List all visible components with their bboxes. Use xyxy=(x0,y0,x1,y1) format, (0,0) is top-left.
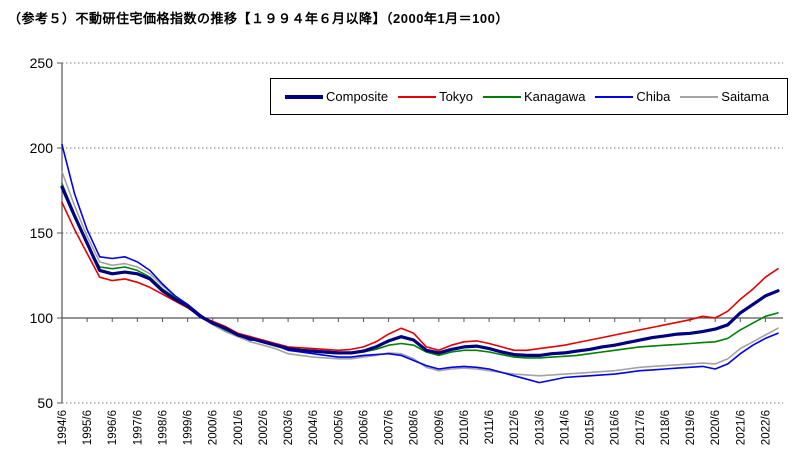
x-tick-label-2001/6: 2001/6 xyxy=(233,410,245,445)
x-tick-label-2008/6: 2008/6 xyxy=(409,410,421,445)
legend-line-tokyo-icon xyxy=(398,95,437,98)
x-tick-label-2004/6: 2004/6 xyxy=(308,410,320,445)
y-tick-label-50: 50 xyxy=(37,395,53,411)
x-tick-label-2014/6: 2014/6 xyxy=(559,410,571,445)
legend-item-saitama: Saitama xyxy=(680,89,769,104)
x-tick-label-2003/6: 2003/6 xyxy=(283,410,295,445)
legend-item-chiba: Chiba xyxy=(595,89,670,104)
legend-item-composite: Composite xyxy=(285,89,388,104)
y-tick-label-150: 150 xyxy=(30,225,54,241)
x-tick-label-2018/6: 2018/6 xyxy=(660,410,672,445)
chart-title: （参考５）不動研住宅価格指数の推移【１９９４年６月以降】（2000年1月＝100… xyxy=(8,11,509,26)
x-tick-label-2010/6: 2010/6 xyxy=(459,410,471,445)
x-tick-label-1995/6: 1995/6 xyxy=(82,410,94,445)
x-tick-label-2020/6: 2020/6 xyxy=(710,410,722,445)
y-tick-label-200: 200 xyxy=(30,140,54,156)
legend-line-composite-icon xyxy=(285,94,323,99)
x-tick-label-2013/6: 2013/6 xyxy=(534,410,546,445)
x-tick-label-2022/6: 2022/6 xyxy=(760,410,772,445)
x-tick-label-1999/6: 1999/6 xyxy=(183,410,195,445)
x-tick-label-1998/6: 1998/6 xyxy=(157,410,169,445)
x-tick-label-1997/6: 1997/6 xyxy=(132,410,144,445)
legend-line-kanagawa-icon xyxy=(482,95,521,98)
legend-item-tokyo: Tokyo xyxy=(398,89,473,104)
x-tick-label-2015/6: 2015/6 xyxy=(585,410,597,445)
x-tick-label-1996/6: 1996/6 xyxy=(107,410,119,445)
x-tick-label-2000/6: 2000/6 xyxy=(208,410,220,445)
x-tick-label-2007/6: 2007/6 xyxy=(384,410,396,445)
legend-label-chiba: Chiba xyxy=(636,89,671,104)
series-line-tokyo xyxy=(61,201,779,352)
series-line-composite xyxy=(60,185,780,357)
x-tick-label-2009/6: 2009/6 xyxy=(434,410,446,445)
x-tick-label-2011/6: 2011/6 xyxy=(484,410,496,444)
legend-line-saitama-icon xyxy=(680,95,719,98)
series-line-kanagawa xyxy=(61,182,779,359)
legend-label-tokyo: Tokyo xyxy=(439,89,474,104)
x-tick-label-1994/6: 1994/6 xyxy=(57,410,69,445)
legend-line-chiba-icon xyxy=(595,95,634,98)
legend-label-kanagawa: Kanagawa xyxy=(523,89,586,104)
y-tick-label-100: 100 xyxy=(30,310,54,326)
y-tick-label-250: 250 xyxy=(30,55,54,71)
legend: Composite Tokyo Kanagawa Chiba Saitama xyxy=(270,78,788,115)
x-tick-label-2006/6: 2006/6 xyxy=(358,410,370,445)
x-tick-label-2017/6: 2017/6 xyxy=(635,410,647,445)
x-tick-label-2002/6: 2002/6 xyxy=(258,410,270,445)
x-tick-label-2016/6: 2016/6 xyxy=(610,410,622,445)
x-tick-label-2005/6: 2005/6 xyxy=(333,410,345,445)
legend-label-saitama: Saitama xyxy=(721,89,769,104)
legend-item-kanagawa: Kanagawa xyxy=(482,89,586,104)
x-tick-label-2012/6: 2012/6 xyxy=(509,410,521,445)
series-line-chiba xyxy=(61,143,779,384)
legend-label-composite: Composite xyxy=(326,89,389,104)
x-tick-label-2019/6: 2019/6 xyxy=(685,410,697,445)
x-tick-label-2021/6: 2021/6 xyxy=(735,410,747,445)
